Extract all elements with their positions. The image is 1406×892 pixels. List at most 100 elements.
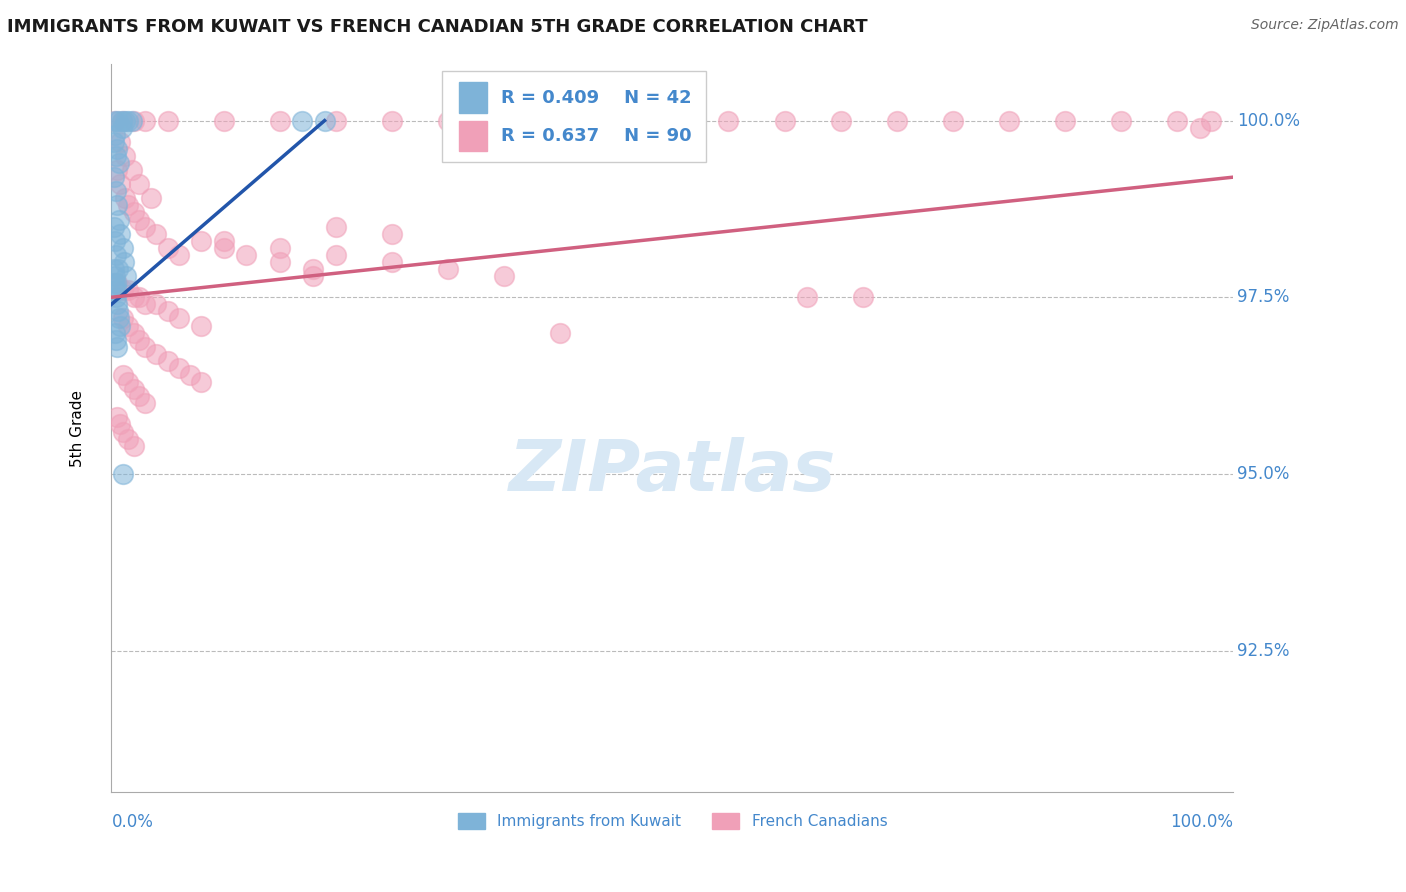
- Point: [156, 304, 179, 318]
- Point: [107, 262, 129, 277]
- Point: [139, 191, 162, 205]
- Point: [381, 255, 404, 269]
- Point: [128, 178, 150, 192]
- Point: [190, 375, 212, 389]
- Point: [291, 113, 314, 128]
- Point: [796, 290, 818, 304]
- Point: [134, 113, 156, 128]
- Point: [103, 262, 125, 277]
- Point: [998, 113, 1021, 128]
- Point: [108, 311, 131, 326]
- Point: [104, 184, 127, 198]
- Point: [110, 318, 132, 333]
- Text: 5th Grade: 5th Grade: [70, 390, 86, 467]
- Point: [548, 113, 571, 128]
- Point: [122, 290, 145, 304]
- Point: [103, 135, 125, 149]
- Point: [104, 248, 127, 262]
- Point: [115, 268, 138, 283]
- Point: [128, 290, 150, 304]
- Text: Source: ZipAtlas.com: Source: ZipAtlas.com: [1251, 18, 1399, 32]
- Point: [105, 163, 128, 178]
- Point: [852, 290, 875, 304]
- Point: [661, 113, 683, 128]
- Point: [122, 205, 145, 219]
- Point: [773, 113, 796, 128]
- Point: [128, 389, 150, 403]
- Legend: Immigrants from Kuwait, French Canadians: Immigrants from Kuwait, French Canadians: [451, 807, 893, 835]
- Point: [302, 268, 325, 283]
- Point: [108, 156, 131, 170]
- Point: [1188, 120, 1211, 135]
- Point: [105, 276, 128, 290]
- Point: [110, 417, 132, 432]
- Point: [134, 219, 156, 234]
- Point: [145, 297, 167, 311]
- Point: [381, 113, 404, 128]
- Point: [212, 241, 235, 255]
- Point: [830, 113, 852, 128]
- Text: R = 0.637    N = 90: R = 0.637 N = 90: [501, 128, 692, 145]
- Point: [381, 227, 404, 241]
- Point: [167, 311, 190, 326]
- Point: [112, 255, 135, 269]
- Point: [114, 191, 136, 205]
- Point: [111, 467, 134, 481]
- Point: [104, 333, 127, 347]
- Point: [494, 268, 516, 283]
- Point: [494, 113, 516, 128]
- Point: [103, 276, 125, 290]
- Point: [105, 340, 128, 354]
- Point: [117, 318, 139, 333]
- Point: [302, 262, 325, 277]
- Point: [117, 375, 139, 389]
- Point: [110, 113, 132, 128]
- Point: [117, 198, 139, 212]
- Point: [104, 113, 127, 128]
- Point: [437, 113, 460, 128]
- Point: [104, 290, 127, 304]
- Point: [111, 425, 134, 439]
- FancyBboxPatch shape: [443, 71, 706, 162]
- Point: [122, 326, 145, 340]
- FancyBboxPatch shape: [460, 82, 488, 112]
- Point: [167, 360, 190, 375]
- Text: 100.0%: 100.0%: [1237, 112, 1299, 129]
- Point: [325, 219, 347, 234]
- Point: [1166, 113, 1188, 128]
- Point: [111, 311, 134, 326]
- Point: [104, 268, 127, 283]
- Point: [269, 241, 291, 255]
- Point: [103, 219, 125, 234]
- Point: [122, 113, 145, 128]
- Point: [110, 135, 132, 149]
- Point: [114, 149, 136, 163]
- Point: [104, 149, 127, 163]
- Text: 95.0%: 95.0%: [1237, 465, 1289, 483]
- Point: [134, 396, 156, 410]
- Point: [269, 113, 291, 128]
- Point: [886, 113, 908, 128]
- Point: [117, 283, 139, 297]
- Point: [122, 382, 145, 396]
- Point: [942, 113, 965, 128]
- Point: [121, 113, 143, 128]
- Point: [117, 113, 139, 128]
- Point: [107, 113, 129, 128]
- Point: [134, 297, 156, 311]
- Point: [134, 340, 156, 354]
- Point: [314, 113, 336, 128]
- Point: [103, 170, 125, 185]
- Point: [190, 318, 212, 333]
- Point: [105, 297, 128, 311]
- Point: [179, 368, 201, 382]
- Point: [104, 283, 127, 297]
- Point: [212, 234, 235, 248]
- Point: [605, 113, 627, 128]
- Text: R = 0.409    N = 42: R = 0.409 N = 42: [501, 88, 692, 106]
- Point: [128, 333, 150, 347]
- Point: [269, 255, 291, 269]
- Text: 0.0%: 0.0%: [111, 814, 153, 831]
- Point: [105, 198, 128, 212]
- Text: IMMIGRANTS FROM KUWAIT VS FRENCH CANADIAN 5TH GRADE CORRELATION CHART: IMMIGRANTS FROM KUWAIT VS FRENCH CANADIA…: [7, 18, 868, 36]
